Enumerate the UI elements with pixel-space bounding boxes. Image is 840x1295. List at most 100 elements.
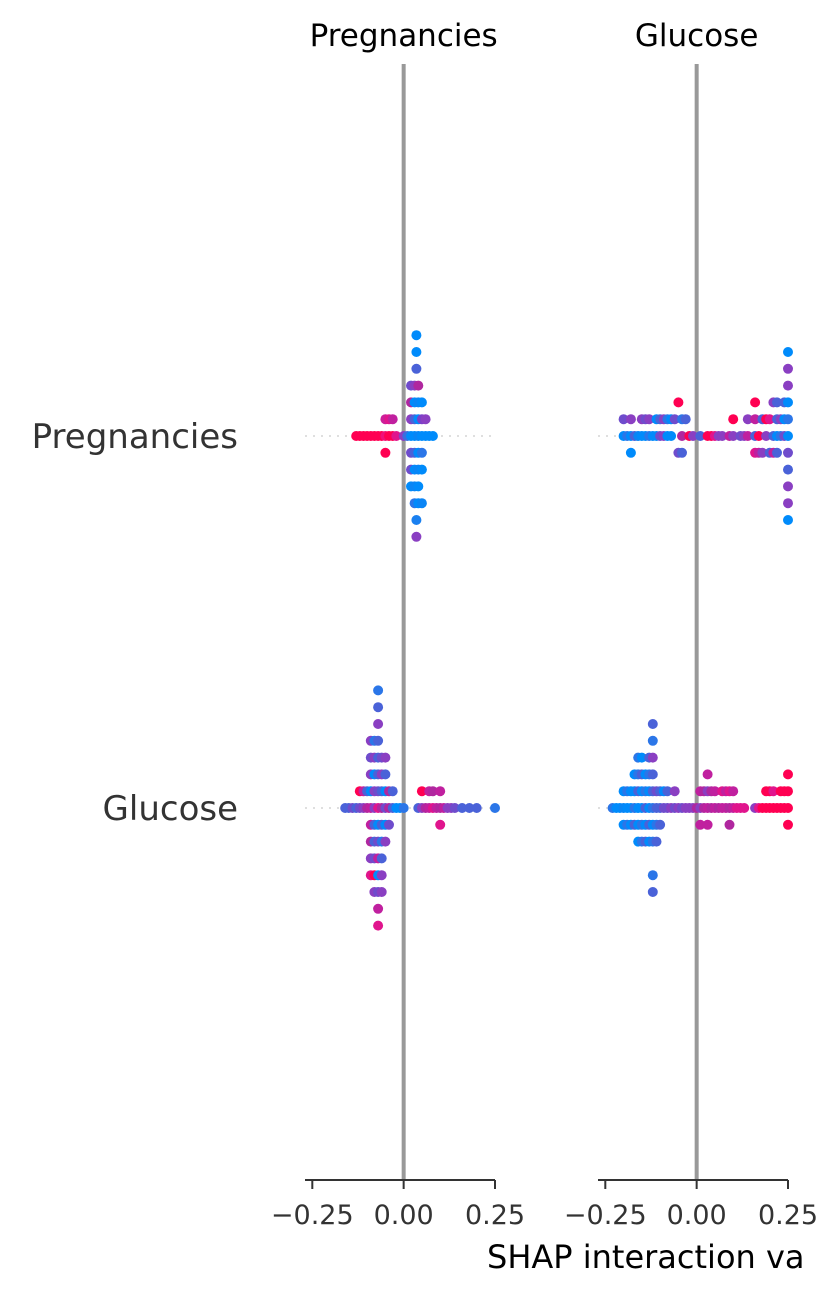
data-point <box>783 397 793 408</box>
data-point <box>416 786 427 797</box>
data-point <box>783 347 793 357</box>
data-point <box>413 380 424 391</box>
data-point <box>380 836 391 847</box>
data-point <box>398 803 409 813</box>
data-point <box>376 853 387 864</box>
data-point <box>750 414 761 425</box>
row-label-glucose: Glucose <box>103 789 238 829</box>
points-glucose <box>340 685 500 931</box>
data-point <box>647 870 658 881</box>
data-point <box>373 702 384 713</box>
data-point <box>416 464 427 475</box>
data-point <box>373 735 384 746</box>
data-point <box>373 719 384 729</box>
data-point <box>783 464 793 475</box>
data-point <box>647 719 658 729</box>
data-point <box>647 769 658 780</box>
data-point <box>742 414 753 425</box>
data-point <box>709 786 720 797</box>
data-point <box>750 397 761 408</box>
data-point <box>717 431 728 441</box>
data-point <box>644 414 655 425</box>
data-point <box>636 752 647 763</box>
data-point <box>449 803 460 813</box>
data-point <box>768 786 779 797</box>
data-point <box>673 397 684 408</box>
data-point <box>783 431 793 441</box>
data-point <box>761 431 772 441</box>
data-point <box>677 447 687 458</box>
data-point <box>783 786 793 797</box>
data-point <box>783 414 793 425</box>
x-tick-label: 0.25 <box>758 1200 818 1231</box>
x-axis-title: SHAP interaction va <box>487 1238 805 1276</box>
data-point <box>680 414 691 425</box>
points-glucose <box>607 719 793 897</box>
panel-title: Pregnancies <box>310 18 498 54</box>
data-point <box>688 431 698 441</box>
data-point <box>387 786 398 797</box>
points-pregnancies <box>618 347 793 525</box>
data-point <box>783 769 793 780</box>
data-point <box>373 903 384 914</box>
data-point <box>427 431 438 441</box>
data-point <box>380 447 391 458</box>
data-point <box>464 803 475 813</box>
data-point <box>724 819 735 830</box>
data-point <box>427 786 438 797</box>
data-point <box>783 447 793 458</box>
data-point <box>783 819 793 830</box>
data-point <box>647 735 658 746</box>
data-point <box>772 397 782 408</box>
data-point <box>757 447 768 458</box>
data-point <box>618 414 629 425</box>
data-point <box>695 819 706 830</box>
data-point <box>490 803 500 813</box>
data-point <box>695 431 706 441</box>
data-point <box>677 431 687 441</box>
data-point <box>728 786 739 797</box>
data-point <box>380 752 391 763</box>
data-point <box>666 431 677 441</box>
data-point <box>416 397 427 408</box>
points-pregnancies <box>351 330 438 542</box>
data-point <box>742 431 753 441</box>
row-label-pregnancies: Pregnancies <box>32 417 238 457</box>
data-point <box>380 769 391 780</box>
data-point <box>413 481 424 492</box>
data-point <box>435 786 446 797</box>
data-point <box>411 330 422 341</box>
data-point <box>373 685 384 696</box>
data-point <box>411 363 422 374</box>
x-tick-label: 0.25 <box>465 1200 525 1231</box>
data-point <box>625 414 636 425</box>
data-point <box>728 431 739 441</box>
data-point <box>783 515 793 525</box>
data-point <box>411 347 422 357</box>
data-point <box>387 414 398 425</box>
data-point <box>411 531 422 542</box>
x-tick-label: 0.00 <box>374 1200 434 1231</box>
data-point <box>783 498 793 509</box>
panel-title: Glucose <box>635 18 759 54</box>
data-point <box>783 803 793 813</box>
data-point <box>783 363 793 374</box>
data-point <box>739 803 750 813</box>
data-point <box>416 498 427 509</box>
data-point <box>669 414 680 425</box>
data-point <box>662 786 673 797</box>
data-point <box>772 447 782 458</box>
data-point <box>753 431 764 441</box>
x-tick-label: 0.00 <box>667 1200 727 1231</box>
data-point <box>435 819 446 830</box>
data-point <box>669 786 680 797</box>
panel-pregnancies: Pregnancies −0.25 0.00 0.25 <box>271 18 525 1231</box>
x-tick-label: −0.25 <box>564 1200 647 1231</box>
data-point <box>702 819 713 830</box>
data-point <box>416 447 427 458</box>
data-point <box>764 414 775 425</box>
data-point <box>457 803 468 813</box>
data-point <box>783 380 793 391</box>
data-point <box>384 819 394 830</box>
